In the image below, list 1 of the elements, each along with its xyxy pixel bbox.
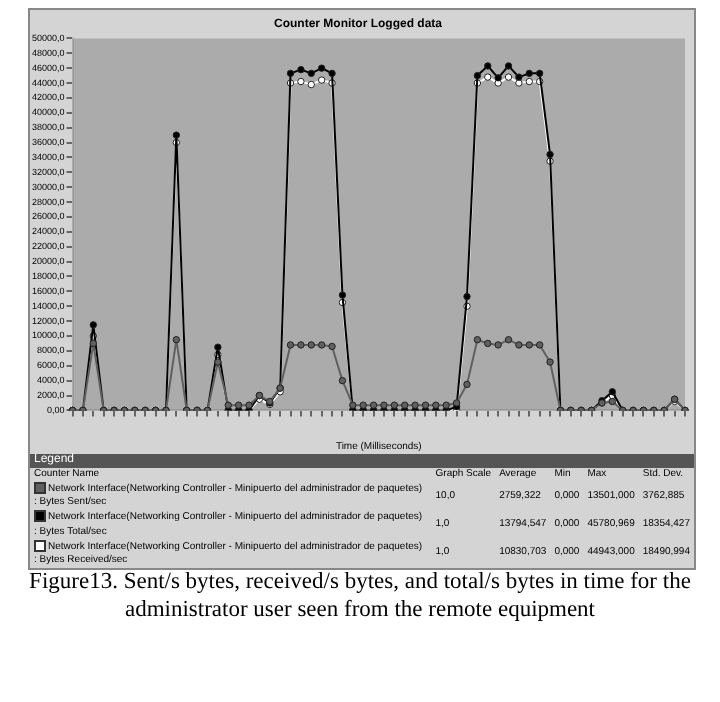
caption: Figure13. Sent/s bytes, received/s bytes, and total/s bytes in time for the administrator user seen from the remote equipment — [27, 568, 693, 624]
